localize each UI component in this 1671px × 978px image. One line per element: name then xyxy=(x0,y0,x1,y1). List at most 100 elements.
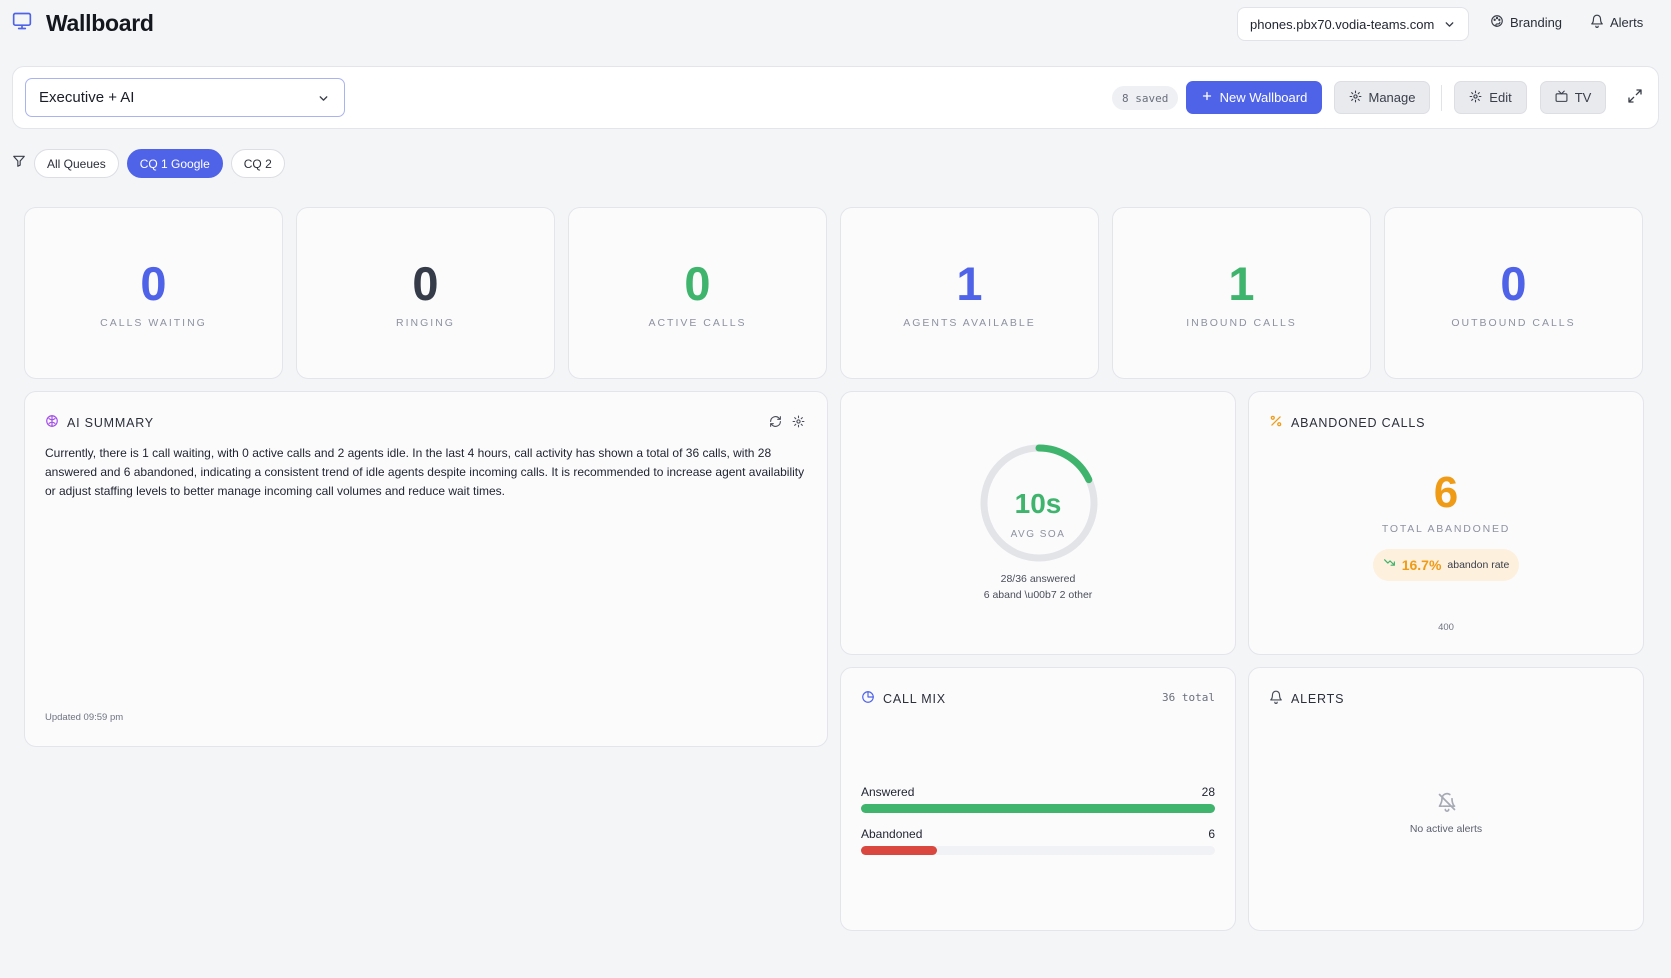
abandon-rate-label: abandon rate xyxy=(1447,559,1510,571)
abandoned-footer: 400 xyxy=(1438,622,1454,633)
abandoned-label: TOTAL ABANDONED xyxy=(1381,523,1511,535)
kpi-label: AGENTS AVAILABLE xyxy=(903,317,1036,329)
abandoned-header: ABANDONED CALLS xyxy=(1269,414,1425,431)
abandoned-calls-card: ABANDONED CALLS 6 TOTAL ABANDONED 16.7% … xyxy=(1248,391,1644,655)
trending-down-icon xyxy=(1383,556,1396,574)
alerts-label: Alerts xyxy=(1610,15,1644,30)
call-mix-total: 36 total xyxy=(1162,691,1215,704)
call-mix-row-value: 28 xyxy=(1201,785,1215,799)
abandon-rate-value: 16.7% xyxy=(1401,557,1442,573)
abandoned-value: 6 xyxy=(1433,468,1459,517)
kpi-label: OUTBOUND CALLS xyxy=(1451,317,1576,329)
avg-soa-card: 10s AVG SOA 28/36 answered 6 aband \u00b… xyxy=(840,391,1236,655)
filter-chip-cq2[interactable]: CQ 2 xyxy=(230,149,285,178)
alerts-header: ALERTS xyxy=(1269,690,1344,707)
alerts-card: ALERTS No active alerts xyxy=(1248,667,1644,931)
kpi-label: INBOUND CALLS xyxy=(1186,317,1297,329)
palette-icon xyxy=(1490,14,1504,31)
soa-gauge xyxy=(980,444,1098,562)
wallboard-select[interactable]: Executive + AI xyxy=(25,78,345,117)
bell-off-icon xyxy=(1437,792,1457,817)
call-mix-bar-abandoned xyxy=(861,846,1215,855)
page-title: Wallboard xyxy=(46,10,154,36)
domain-select-value: phones.pbx70.vodia-teams.com xyxy=(1250,16,1435,32)
plus-icon xyxy=(1201,90,1213,105)
gear-icon[interactable] xyxy=(792,415,805,433)
kpi-label: ACTIVE CALLS xyxy=(648,317,747,329)
bell-icon xyxy=(1590,14,1604,31)
monitor-icon xyxy=(12,11,32,36)
no-alerts-text: No active alerts xyxy=(1409,823,1483,835)
gear-icon xyxy=(1469,90,1482,106)
soa-label: AVG SOA xyxy=(1010,529,1066,540)
gear-icon xyxy=(1349,90,1362,106)
kpi-card-outbound-calls: 0 OUTBOUND CALLS xyxy=(1384,207,1643,379)
ai-summary-text: Currently, there is 1 call waiting, with… xyxy=(45,446,805,498)
tv-icon xyxy=(1555,90,1568,106)
branding-link[interactable]: Branding xyxy=(1490,14,1562,31)
manage-label: Manage xyxy=(1368,90,1416,105)
soa-gauge-arc xyxy=(980,444,1098,562)
ai-summary-title: AI SUMMARY xyxy=(67,415,154,430)
call-mix-card: CALL MIX 36 total Answered 28 Abandoned … xyxy=(840,667,1236,931)
chevron-down-icon xyxy=(1443,18,1456,34)
kpi-label: CALLS WAITING xyxy=(100,317,207,329)
percent-icon xyxy=(1269,414,1283,431)
brand: Wallboard xyxy=(12,10,154,37)
filter-icon xyxy=(12,154,26,173)
kpi-card-agents-available: 1 AGENTS AVAILABLE xyxy=(840,207,1099,379)
fullscreen-icon[interactable] xyxy=(1627,88,1643,109)
edit-button[interactable]: Edit xyxy=(1454,81,1527,114)
edit-label: Edit xyxy=(1489,90,1512,105)
chevron-down-icon xyxy=(317,92,330,109)
manage-button[interactable]: Manage xyxy=(1334,81,1430,114)
branding-label: Branding xyxy=(1510,15,1563,30)
soa-answered: 28/36 answered xyxy=(1000,573,1076,585)
kpi-card-inbound-calls: 1 INBOUND CALLS xyxy=(1112,207,1371,379)
kpi-value: 0 xyxy=(684,257,711,310)
alerts-card-title: ALERTS xyxy=(1291,691,1345,706)
kpi-value: 0 xyxy=(1500,257,1527,310)
queue-filter-bar: All Queues CQ 1 Google CQ 2 xyxy=(12,149,285,178)
call-mix-header: CALL MIX xyxy=(861,690,946,707)
call-mix-row-abandoned: Abandoned 6 xyxy=(861,827,1215,841)
call-mix-row-value: 6 xyxy=(1208,827,1215,841)
call-mix-title: CALL MIX xyxy=(883,691,946,706)
refresh-icon[interactable] xyxy=(769,415,782,433)
new-wallboard-button[interactable]: New Wallboard xyxy=(1186,81,1322,114)
kpi-value: 0 xyxy=(140,257,167,310)
soa-abandoned: 6 aband \u00b7 2 other xyxy=(983,589,1093,601)
tv-label: TV xyxy=(1574,90,1592,105)
alerts-link[interactable]: Alerts xyxy=(1590,14,1643,31)
abandon-rate-badge: 16.7% abandon rate xyxy=(1373,549,1519,581)
toolbar-divider xyxy=(1441,85,1442,111)
call-mix-row-label: Answered xyxy=(861,785,915,799)
kpi-card-ringing: 0 RINGING xyxy=(296,207,555,379)
kpi-value: 0 xyxy=(412,257,439,310)
wallboard-toolbar: Executive + AI 8 saved New Wallboard Man… xyxy=(12,66,1659,129)
saved-count-badge: 8 saved xyxy=(1112,86,1179,110)
bell-icon xyxy=(1269,690,1283,707)
new-wallboard-label: New Wallboard xyxy=(1219,90,1308,105)
kpi-card-active-calls: 0 ACTIVE CALLS xyxy=(568,207,827,379)
call-mix-bar-fill xyxy=(861,804,1215,813)
ai-summary-header: AI SUMMARY xyxy=(45,414,154,431)
abandoned-title: ABANDONED CALLS xyxy=(1291,415,1426,430)
filter-chip-all-queues[interactable]: All Queues xyxy=(34,149,119,178)
soa-value: 10s xyxy=(1014,488,1062,519)
call-mix-bar-answered xyxy=(861,804,1215,813)
kpi-label: RINGING xyxy=(396,317,455,329)
brain-icon xyxy=(45,414,59,431)
ai-summary-updated: Updated 09:59 pm xyxy=(45,712,124,723)
kpi-value: 1 xyxy=(1228,257,1255,310)
ai-summary-card: AI SUMMARY Currently, there is 1 call wa… xyxy=(24,391,828,747)
pie-chart-icon xyxy=(861,690,875,707)
call-mix-row-label: Abandoned xyxy=(861,827,923,841)
tv-button[interactable]: TV xyxy=(1540,81,1606,114)
filter-chip-cq1-google[interactable]: CQ 1 Google xyxy=(126,149,223,178)
kpi-card-calls-waiting: 0 CALLS WAITING xyxy=(24,207,283,379)
top-bar: Wallboard phones.pbx70.vodia-teams.com B… xyxy=(0,0,1671,48)
kpi-value: 1 xyxy=(956,257,983,310)
domain-select[interactable]: phones.pbx70.vodia-teams.com xyxy=(1237,7,1469,41)
call-mix-row-answered: Answered 28 xyxy=(861,785,1215,799)
